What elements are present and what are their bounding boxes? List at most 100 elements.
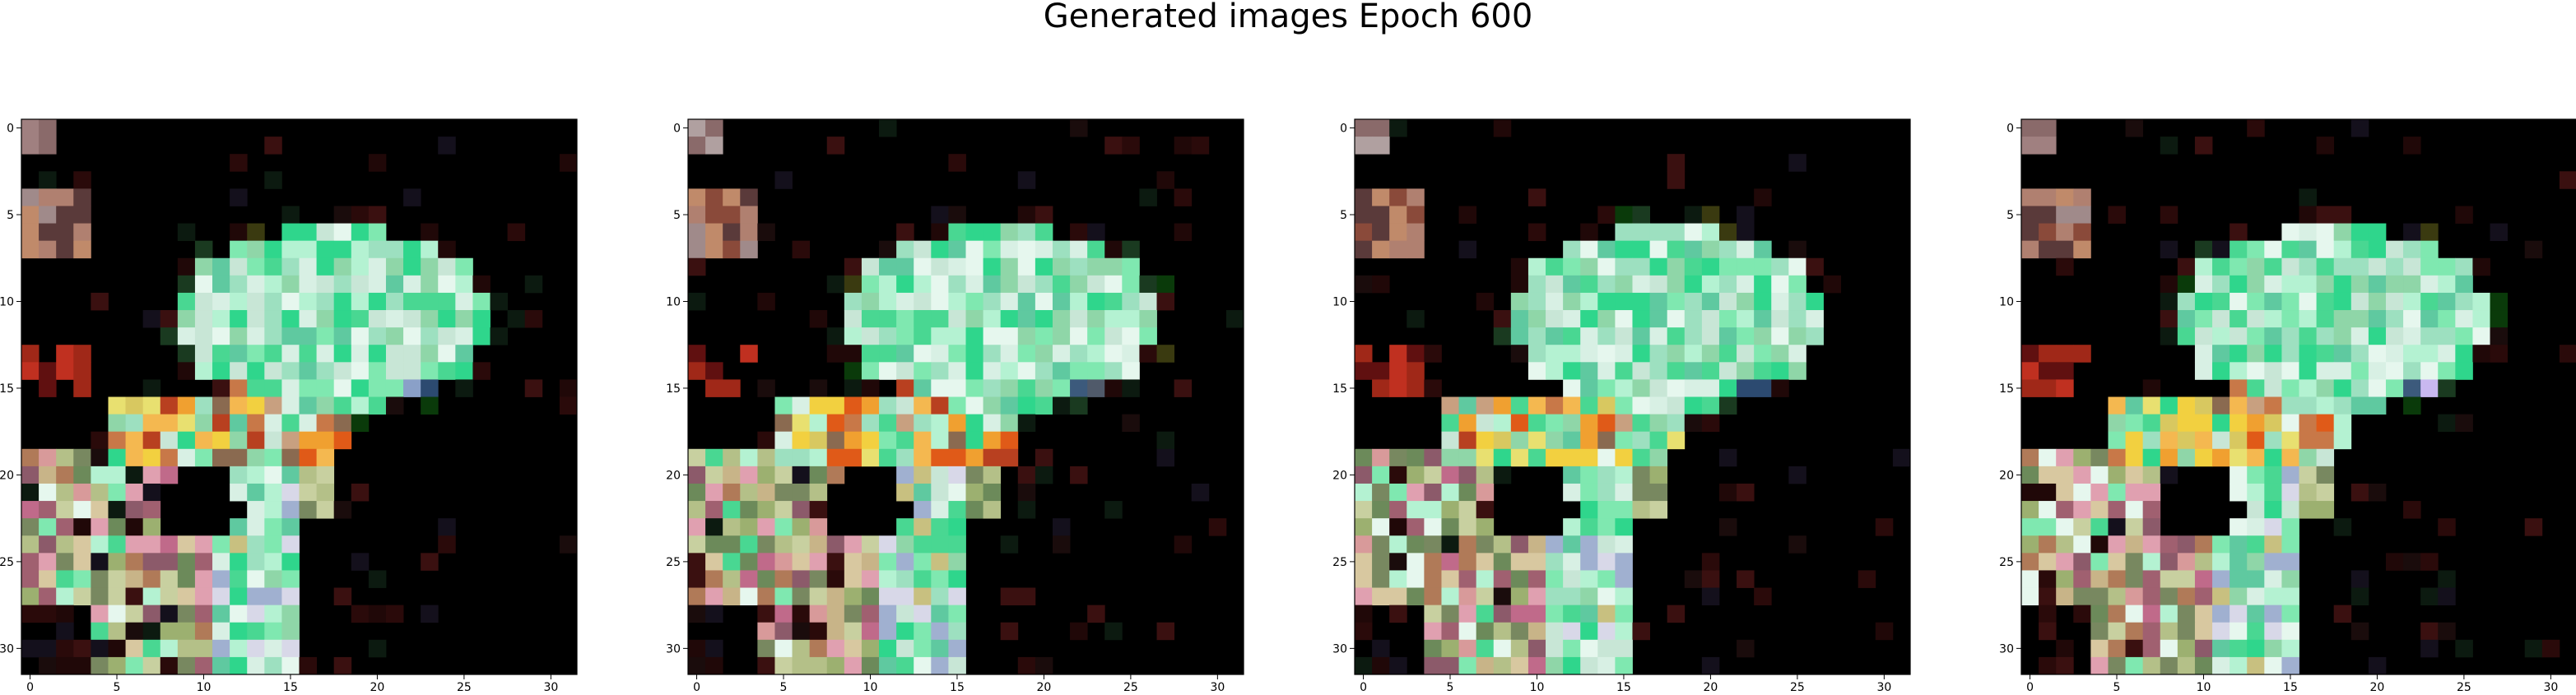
image-pixel [1754,257,1772,276]
image-pixel [1563,396,1581,415]
image-pixel [1546,570,1564,588]
image-pixel [774,396,793,415]
image-pixel [91,587,109,606]
image-pixel [2385,553,2404,571]
image-pixel [2039,119,2057,137]
image-pixel [194,622,213,641]
image-pixel [2350,292,2369,311]
image-pixel [2039,362,2057,380]
image-pixel [1389,223,1407,242]
image-pixel [230,275,248,294]
image-pixel [1754,587,1772,606]
image-pixel [1070,257,1088,276]
image-pixel [194,431,213,450]
image-pixel [194,605,213,623]
image-pixel [774,535,793,554]
image-pixel [2420,327,2439,345]
image-pixel [1649,223,1668,242]
image-pixel [1580,587,1598,606]
image-pixel [2142,466,2161,484]
image-pixel [2420,257,2439,276]
image-pixel [1104,501,1123,519]
image-pixel [2403,292,2421,311]
image-pixel [247,518,265,536]
image-pixel [757,292,775,311]
image-pixel [281,327,300,345]
image-pixel [316,275,335,294]
image-pixel [2142,501,2161,519]
image-pixel [1510,605,1529,623]
image-pixel [826,535,845,554]
image-pixel [472,327,491,345]
image-pixel [774,518,793,536]
image-pixel [948,223,966,242]
image-pixel [2316,327,2335,345]
image-pixel [965,483,983,502]
image-pixel [1122,379,1140,397]
image-panel-4: 0 5 10 15 20 25 30 0 5 10 15 20 25 30 [1999,118,2576,694]
image-pixel [108,656,126,675]
image-pixel [1527,553,1546,571]
image-pixel [1597,327,1616,345]
y-tick-label: 0 [7,123,14,136]
image-pixel [2212,656,2230,675]
image-pixel [879,414,897,433]
image-pixel [230,154,248,172]
image-pixel [2230,223,2248,242]
image-pixel [281,240,300,259]
image-pixel [1788,362,1806,380]
image-pixel [2299,483,2317,502]
image-pixel [740,466,758,484]
image-pixel [108,570,126,588]
image-pixel [333,396,352,415]
image-pixel [914,310,932,328]
image-pixel [774,431,793,450]
image-pixel [931,605,949,623]
image-pixel [2316,310,2335,328]
image-pixel [983,275,1002,294]
image-pixel [212,553,230,571]
image-pixel [723,535,741,554]
image-pixel [2264,466,2282,484]
image-pixel [2403,310,2421,328]
image-pixel [861,535,880,554]
image-pixel [39,570,57,588]
image-pixel [1174,188,1193,206]
image-pixel [844,310,863,328]
image-pixel [879,362,897,380]
image-pixel [1389,518,1407,536]
image-pixel [333,206,352,224]
image-pixel [2403,501,2421,519]
image-pixel [299,310,317,328]
image-pixel [1104,137,1123,155]
y-tick-label: 15 [1332,382,1347,396]
image-pixel [688,535,706,554]
image-pixel [56,553,74,571]
image-pixel [914,466,932,484]
image-pixel [757,587,775,606]
image-pixel [39,605,57,623]
image-pixel [2142,414,2161,433]
image-pixel [316,223,335,242]
image-pixel [2299,379,2317,397]
image-pixel [2490,310,2509,328]
image-pixel [2438,587,2456,606]
image-pixel [1563,518,1581,536]
image-pixel [125,431,144,450]
image-pixel [2333,345,2352,363]
x-tick-label: 10 [863,681,878,694]
image-pixel [1000,223,1019,242]
image-pixel [160,414,179,433]
image-pixel [1355,501,1373,519]
image-pixel [2247,639,2265,658]
image-pixel [931,518,949,536]
image-pixel [688,137,706,155]
image-pixel [333,257,352,276]
image-pixel [1649,275,1668,294]
image-pixel [2264,518,2282,536]
image-pixel [299,379,317,397]
image-pixel [2420,240,2439,259]
image-pixel [2194,622,2213,641]
image-pixel [2142,396,2161,415]
image-pixel [1407,310,1425,328]
